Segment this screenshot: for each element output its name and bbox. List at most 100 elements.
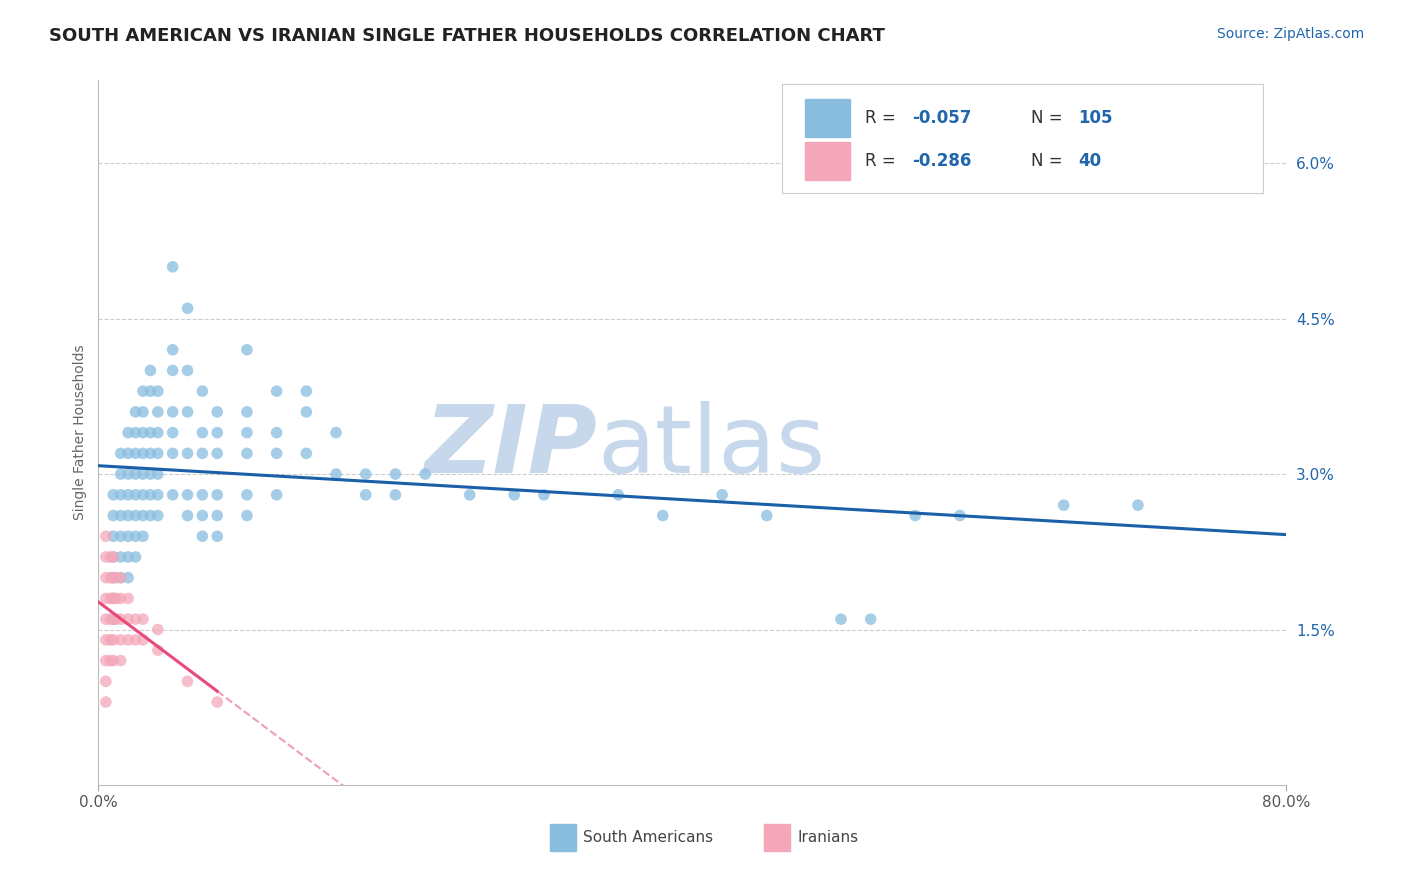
- Text: SOUTH AMERICAN VS IRANIAN SINGLE FATHER HOUSEHOLDS CORRELATION CHART: SOUTH AMERICAN VS IRANIAN SINGLE FATHER …: [49, 27, 886, 45]
- Point: [458, 488, 481, 502]
- Point: [117, 549, 139, 564]
- Point: [176, 488, 198, 502]
- Point: [162, 260, 184, 274]
- Text: Source: ZipAtlas.com: Source: ZipAtlas.com: [1216, 27, 1364, 41]
- Point: [110, 529, 132, 543]
- Point: [236, 405, 259, 419]
- Point: [132, 425, 155, 440]
- Point: [105, 571, 128, 585]
- Point: [205, 529, 228, 543]
- Point: [176, 446, 198, 460]
- Point: [132, 446, 155, 460]
- Point: [132, 488, 155, 502]
- Point: [124, 632, 146, 647]
- Point: [103, 571, 125, 585]
- Point: [94, 695, 117, 709]
- Point: [205, 446, 228, 460]
- Point: [103, 529, 125, 543]
- Point: [110, 571, 132, 585]
- Point: [266, 446, 288, 460]
- Point: [103, 632, 125, 647]
- Point: [607, 488, 630, 502]
- Point: [117, 488, 139, 502]
- Point: [236, 425, 259, 440]
- Point: [139, 384, 162, 399]
- Point: [98, 612, 121, 626]
- Point: [413, 467, 436, 481]
- Point: [117, 508, 139, 523]
- Point: [295, 405, 318, 419]
- Point: [139, 467, 162, 481]
- Point: [132, 632, 155, 647]
- Point: [176, 674, 198, 689]
- Point: [176, 363, 198, 377]
- Point: [132, 508, 155, 523]
- Point: [124, 508, 146, 523]
- Point: [266, 488, 288, 502]
- Point: [103, 654, 125, 668]
- Point: [236, 508, 259, 523]
- Point: [110, 632, 132, 647]
- Point: [94, 529, 117, 543]
- Point: [205, 488, 228, 502]
- Point: [103, 591, 125, 606]
- Point: [98, 549, 121, 564]
- Text: ZIP: ZIP: [425, 401, 598, 492]
- Point: [533, 488, 555, 502]
- Point: [103, 549, 125, 564]
- Point: [146, 508, 169, 523]
- Point: [103, 508, 125, 523]
- Point: [98, 654, 121, 668]
- Point: [859, 612, 882, 626]
- Text: 105: 105: [1078, 109, 1114, 127]
- Point: [132, 612, 155, 626]
- Point: [110, 508, 132, 523]
- Point: [124, 529, 146, 543]
- Point: [503, 488, 526, 502]
- Point: [295, 384, 318, 399]
- Point: [146, 488, 169, 502]
- Point: [205, 425, 228, 440]
- Text: Iranians: Iranians: [797, 830, 858, 846]
- Point: [117, 571, 139, 585]
- Point: [236, 488, 259, 502]
- Point: [105, 612, 128, 626]
- Point: [146, 425, 169, 440]
- Bar: [550, 824, 576, 851]
- Bar: [763, 824, 790, 851]
- Text: N =: N =: [1031, 109, 1069, 127]
- Point: [755, 508, 778, 523]
- Point: [162, 446, 184, 460]
- Point: [325, 425, 347, 440]
- Point: [132, 529, 155, 543]
- Text: 40: 40: [1078, 152, 1102, 169]
- Point: [191, 425, 214, 440]
- Point: [146, 467, 169, 481]
- Point: [139, 363, 162, 377]
- Point: [117, 632, 139, 647]
- Point: [146, 643, 169, 657]
- Point: [103, 571, 125, 585]
- Point: [132, 467, 155, 481]
- Point: [124, 425, 146, 440]
- Point: [124, 488, 146, 502]
- Point: [949, 508, 972, 523]
- Point: [124, 467, 146, 481]
- Point: [139, 446, 162, 460]
- Point: [162, 343, 184, 357]
- Point: [162, 425, 184, 440]
- Point: [117, 467, 139, 481]
- Point: [1053, 498, 1076, 512]
- Text: South Americans: South Americans: [583, 830, 713, 846]
- Point: [162, 405, 184, 419]
- Point: [162, 488, 184, 502]
- Point: [384, 488, 406, 502]
- Point: [266, 425, 288, 440]
- Point: [205, 508, 228, 523]
- Point: [904, 508, 927, 523]
- Point: [146, 623, 169, 637]
- Point: [176, 405, 198, 419]
- Point: [191, 384, 214, 399]
- Point: [176, 301, 198, 316]
- Point: [191, 508, 214, 523]
